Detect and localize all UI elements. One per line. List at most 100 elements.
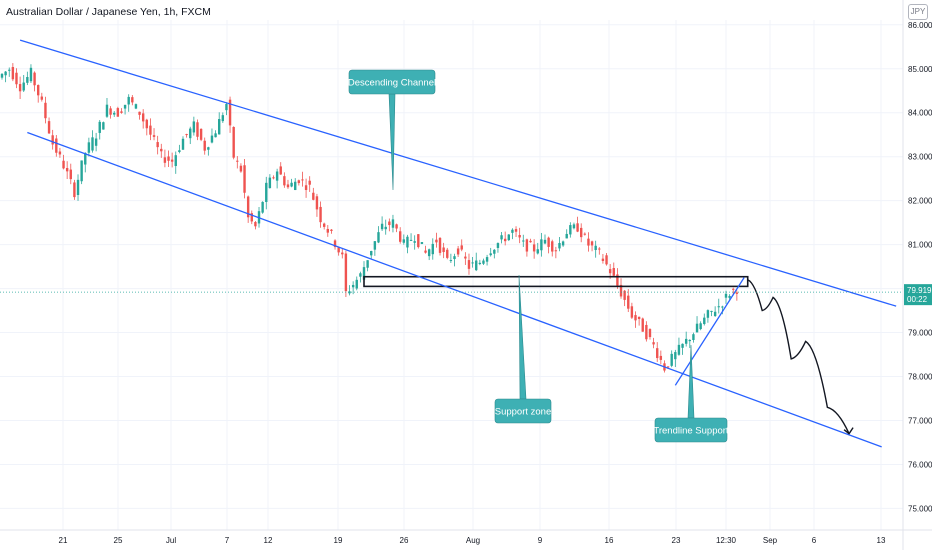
candle-body <box>326 228 329 233</box>
price-tick-label: 79.000 <box>908 329 932 338</box>
candle-body <box>721 306 724 308</box>
candle-body <box>507 234 510 241</box>
candle-body <box>605 255 608 265</box>
candle-body <box>116 108 120 117</box>
candle-body <box>598 248 601 250</box>
candle-body <box>189 128 192 139</box>
trend-lines <box>19 39 897 448</box>
candle-body <box>373 241 377 250</box>
price-tick-label: 81.000 <box>908 241 932 250</box>
candle-body <box>656 348 659 359</box>
time-tick-label: 7 <box>225 536 230 545</box>
candle-body <box>511 229 514 233</box>
candle-body <box>330 229 333 231</box>
candle-body <box>55 138 58 153</box>
price-tick-label: 85.000 <box>908 65 932 74</box>
candle-body <box>366 260 369 268</box>
candle-body <box>475 260 478 271</box>
time-tick-label: 26 <box>400 536 409 545</box>
candle-body <box>40 96 44 100</box>
candle-body <box>254 222 257 227</box>
candle-body <box>4 71 7 76</box>
candle-body <box>272 177 275 179</box>
candle-body <box>677 344 681 355</box>
candle-body <box>594 245 597 251</box>
candle-body <box>724 293 728 298</box>
price-tick-label: 77.000 <box>908 416 932 425</box>
candle-body <box>703 317 706 325</box>
candle-body <box>221 115 225 122</box>
candle-body <box>322 223 326 227</box>
candle-body <box>478 262 482 265</box>
candle-body <box>283 176 286 186</box>
currency-badge[interactable]: JPY <box>908 4 928 20</box>
candle-body <box>290 182 293 187</box>
time-tick-label: Sep <box>763 536 778 545</box>
projection-path <box>747 279 854 435</box>
candle-body <box>485 257 489 262</box>
candle-body <box>587 238 590 246</box>
candle-body <box>406 236 409 248</box>
trendline-support-box <box>654 417 728 443</box>
candle-body <box>80 160 83 182</box>
candle-body <box>456 248 460 255</box>
candle-body <box>22 82 25 91</box>
candle-body <box>286 184 290 188</box>
candle-body <box>529 240 532 243</box>
candle-body <box>105 104 109 117</box>
candle-body <box>236 160 239 162</box>
candle-body <box>391 219 395 228</box>
time-tick-label: Aug <box>466 536 480 545</box>
candle-body <box>123 104 127 109</box>
candle-body <box>181 138 185 150</box>
candle-body <box>344 253 348 292</box>
candle-body <box>65 168 69 172</box>
candle-body <box>275 171 279 181</box>
candle-body <box>692 334 695 340</box>
candle-body <box>196 122 199 137</box>
candle-body <box>199 128 203 140</box>
candle-body <box>319 206 322 223</box>
support-zone-label: Support zone <box>495 407 552 418</box>
candle-body <box>710 310 713 312</box>
candle-body <box>699 323 702 330</box>
candle-body <box>446 249 449 258</box>
candle-body <box>341 252 344 255</box>
candle-body <box>616 274 619 286</box>
channel-upper-line <box>19 39 897 307</box>
time-tick-label: 13 <box>877 536 886 545</box>
time-tick-label: 23 <box>672 536 681 545</box>
candle-body <box>706 310 710 318</box>
candle-body <box>728 295 731 298</box>
time-axis: 21 25 Jul 7 12 19 26 Aug 9 16 23 12:30 Sep 6 13 <box>59 536 886 545</box>
channel-lower-line <box>27 131 882 448</box>
candle-body <box>467 260 471 269</box>
candle-body <box>47 121 51 134</box>
candle-body <box>207 147 210 150</box>
candle-body <box>333 240 337 248</box>
time-tick-label: 6 <box>812 536 817 545</box>
candle-body <box>37 85 40 96</box>
candle-body <box>735 292 739 294</box>
candle-body <box>152 135 156 137</box>
candle-body <box>337 247 340 253</box>
trendline-support-pointer <box>687 344 695 419</box>
candle-body <box>156 142 159 148</box>
candle-body <box>630 306 634 318</box>
candle-body <box>26 76 29 83</box>
candle-body <box>178 150 181 153</box>
candle-body <box>674 352 677 360</box>
candle-body <box>540 239 543 251</box>
candle-body <box>652 342 655 345</box>
candle-body <box>420 242 424 244</box>
candle-body <box>395 224 398 229</box>
candle-body <box>94 138 98 146</box>
candle-body <box>522 240 525 242</box>
candle-body <box>134 104 138 109</box>
candle-body <box>51 135 54 145</box>
time-tick-label: 9 <box>538 536 543 545</box>
price-tick-label: 76.000 <box>908 460 932 469</box>
